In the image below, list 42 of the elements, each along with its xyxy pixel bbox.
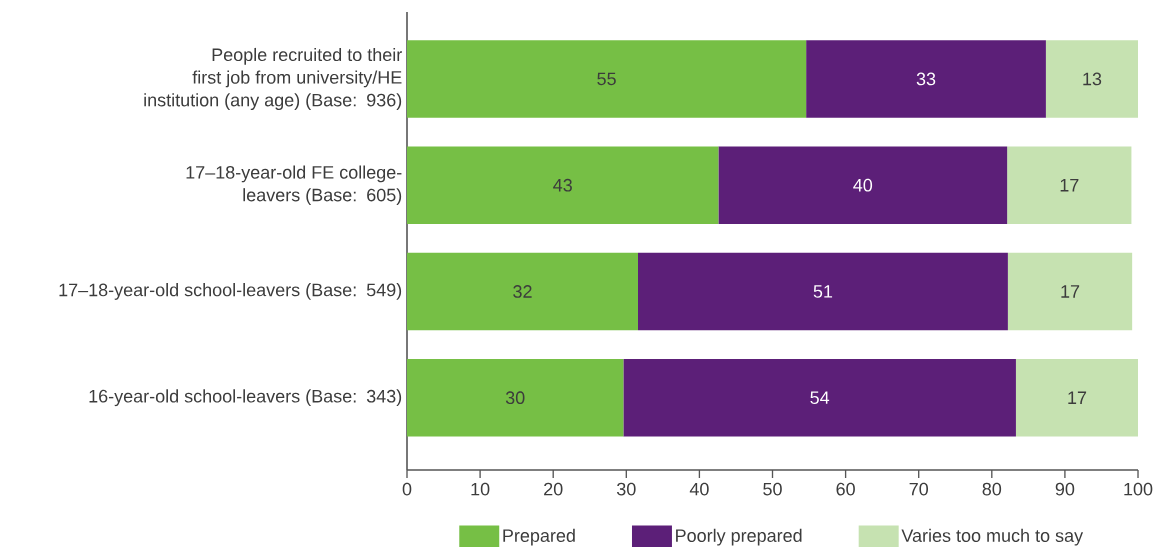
- data-label: 33: [916, 72, 936, 86]
- x-tick-label: 30: [616, 482, 636, 496]
- x-tick-label: 90: [1055, 482, 1075, 496]
- data-label: 40: [853, 178, 873, 192]
- x-tick-label: 20: [544, 482, 563, 496]
- data-label: 43: [553, 178, 572, 192]
- legend-label: Varies too much to say: [901, 528, 1084, 546]
- legend-label: Prepared: [503, 528, 575, 546]
- data-label: 13: [1083, 72, 1102, 86]
- bar: [407, 252, 638, 331]
- bar: [1045, 40, 1139, 118]
- y-tick-label: 16-year-old school-leavers (Base: 343): [89, 389, 402, 407]
- bar: [1015, 358, 1139, 437]
- x-tick-label: 50: [763, 482, 782, 496]
- x-tick-label: 60: [836, 482, 855, 496]
- data-label: 30: [505, 391, 525, 405]
- y-tick-label: People recruited to their first job from university/HE institution (any age) (Base: 936): [144, 47, 402, 111]
- bar: [407, 40, 807, 118]
- data-label: 54: [810, 391, 830, 405]
- bar: [718, 146, 1008, 224]
- x-tick-label: 10: [471, 482, 490, 496]
- data-label: 32: [513, 285, 532, 298]
- data-label: 17: [1061, 285, 1080, 298]
- bar: [623, 358, 1016, 437]
- x-tick-label: 80: [982, 482, 1002, 496]
- bar: [1007, 146, 1132, 224]
- x-tick-label: 0: [402, 482, 412, 496]
- x-tick-label: 70: [909, 482, 929, 496]
- data-label: 17: [1060, 179, 1079, 192]
- data-label: 55: [597, 72, 616, 86]
- bar: [407, 358, 624, 437]
- bar: [407, 146, 719, 224]
- x-tick-label: 40: [689, 482, 709, 496]
- data-label: 51: [813, 285, 833, 298]
- legend-label: Poorly prepared: [676, 528, 802, 546]
- y-tick-label: 17–18-year-old FE college-leavers (Base: 605): [186, 165, 402, 205]
- x-tick-label: 100: [1124, 482, 1153, 496]
- bar: [806, 40, 1046, 118]
- data-label: 17: [1068, 391, 1087, 404]
- y-tick-label: 17–18-year-old school-leavers (Base: 549): [59, 283, 402, 300]
- bar: [1007, 252, 1133, 331]
- bar: [638, 252, 1008, 331]
